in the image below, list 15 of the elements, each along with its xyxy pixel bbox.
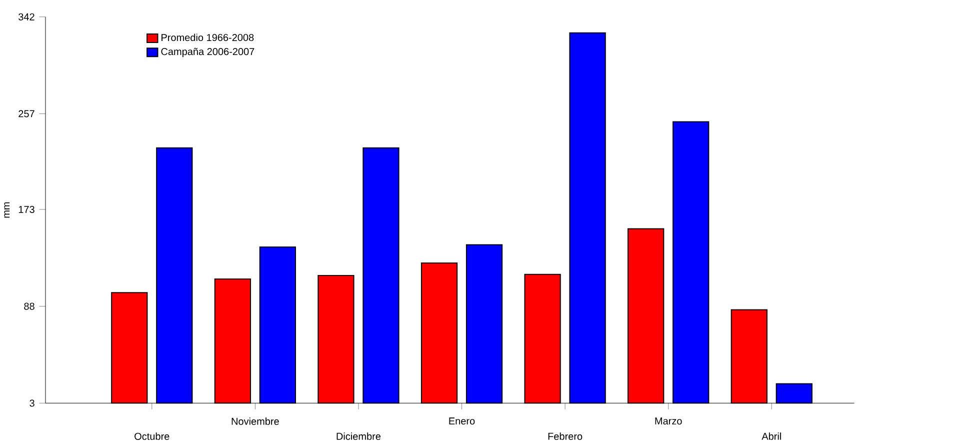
- y-tick-label: 3: [30, 399, 34, 406]
- x-tick-label: Noviembre: [232, 417, 279, 425]
- x-tick-label: Enero: [449, 417, 475, 424]
- x-tick-label: Abril: [762, 432, 781, 440]
- y-tick-label: 342: [18, 13, 34, 20]
- x-tick-label: Diciembre: [336, 432, 381, 440]
- legend-label: Campaña 2006-2007: [161, 48, 254, 57]
- x-tick-label: Febrero: [548, 432, 582, 440]
- y-tick-label: 88: [24, 302, 34, 310]
- x-tick-label: Octubre: [134, 432, 170, 440]
- legend-label: Promedio 1966-2008: [162, 34, 254, 41]
- x-tick-label: Marzo: [655, 417, 682, 424]
- y-axis-title: mm: [4, 202, 10, 218]
- y-tick-label: 173: [18, 206, 34, 213]
- y-tick-label: 257: [18, 110, 34, 118]
